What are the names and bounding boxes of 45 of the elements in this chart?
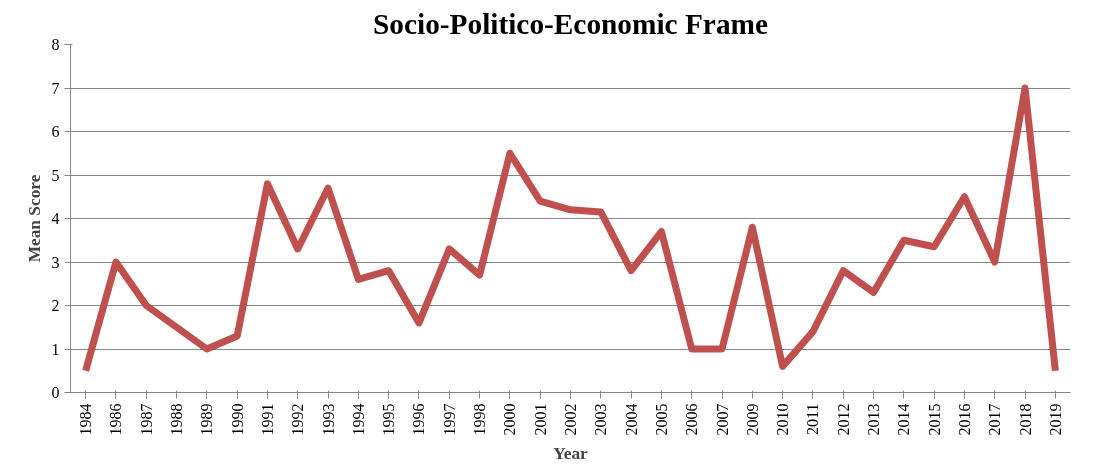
x-tick-label: 1991	[258, 403, 276, 436]
y-tick-label: 7	[51, 79, 60, 97]
x-tick-label: 1997	[440, 403, 458, 436]
x-tick-label: 2018	[1016, 403, 1034, 436]
x-tick-label: 2004	[622, 403, 640, 436]
x-tick-label: 1996	[410, 403, 428, 436]
x-tick-label: 1986	[107, 403, 125, 436]
x-tick-label: 2002	[562, 403, 579, 436]
x-tick-label: 2019	[1046, 403, 1064, 436]
chart-title: Socio-Politico-Economic Frame	[373, 7, 768, 40]
x-tick-label: 1994	[349, 403, 367, 436]
x-tick-label: 1990	[228, 403, 246, 436]
x-tick-label: 2010	[774, 403, 792, 436]
x-tick-label: 2006	[683, 403, 701, 436]
x-tick-label: 2009	[743, 403, 761, 436]
x-tick-label: 2003	[592, 403, 610, 436]
y-axis-title: Mean Score	[24, 174, 44, 263]
x-tick-label: 2001	[531, 403, 549, 436]
y-tick-label: 5	[51, 166, 60, 184]
y-tick-label: 8	[51, 36, 60, 53]
y-tick-label: 6	[51, 123, 60, 140]
x-tick-label: 1984	[77, 403, 95, 436]
y-tick-label: 0	[51, 384, 60, 401]
x-tick-label: 1989	[198, 403, 216, 436]
y-tick-label: 2	[51, 297, 60, 314]
y-tick-label: 1	[51, 340, 60, 358]
x-tick-label: 2011	[804, 403, 822, 435]
x-tick-label: 2016	[955, 403, 973, 436]
x-tick-label: 2015	[925, 403, 943, 436]
x-tick-label: 2017	[986, 403, 1004, 436]
x-axis-title: Year	[553, 443, 589, 463]
x-tick-label: 1995	[380, 403, 398, 436]
x-tick-label: 2007	[713, 403, 731, 436]
x-tick-label: 1987	[137, 403, 155, 436]
y-tick-label: 3	[51, 253, 60, 271]
x-tick-label: 2013	[865, 403, 883, 436]
x-tick-label: 1998	[471, 403, 489, 436]
x-tick-label: 1993	[319, 403, 337, 436]
y-tick-label: 4	[51, 210, 60, 227]
x-tick-label: 1988	[168, 403, 186, 436]
x-tick-label: 2014	[895, 403, 913, 436]
x-tick-label: 2012	[834, 403, 852, 436]
x-tick-label: 2005	[652, 403, 670, 436]
x-tick-label: 1992	[289, 403, 307, 436]
x-tick-label: 2000	[501, 403, 519, 436]
